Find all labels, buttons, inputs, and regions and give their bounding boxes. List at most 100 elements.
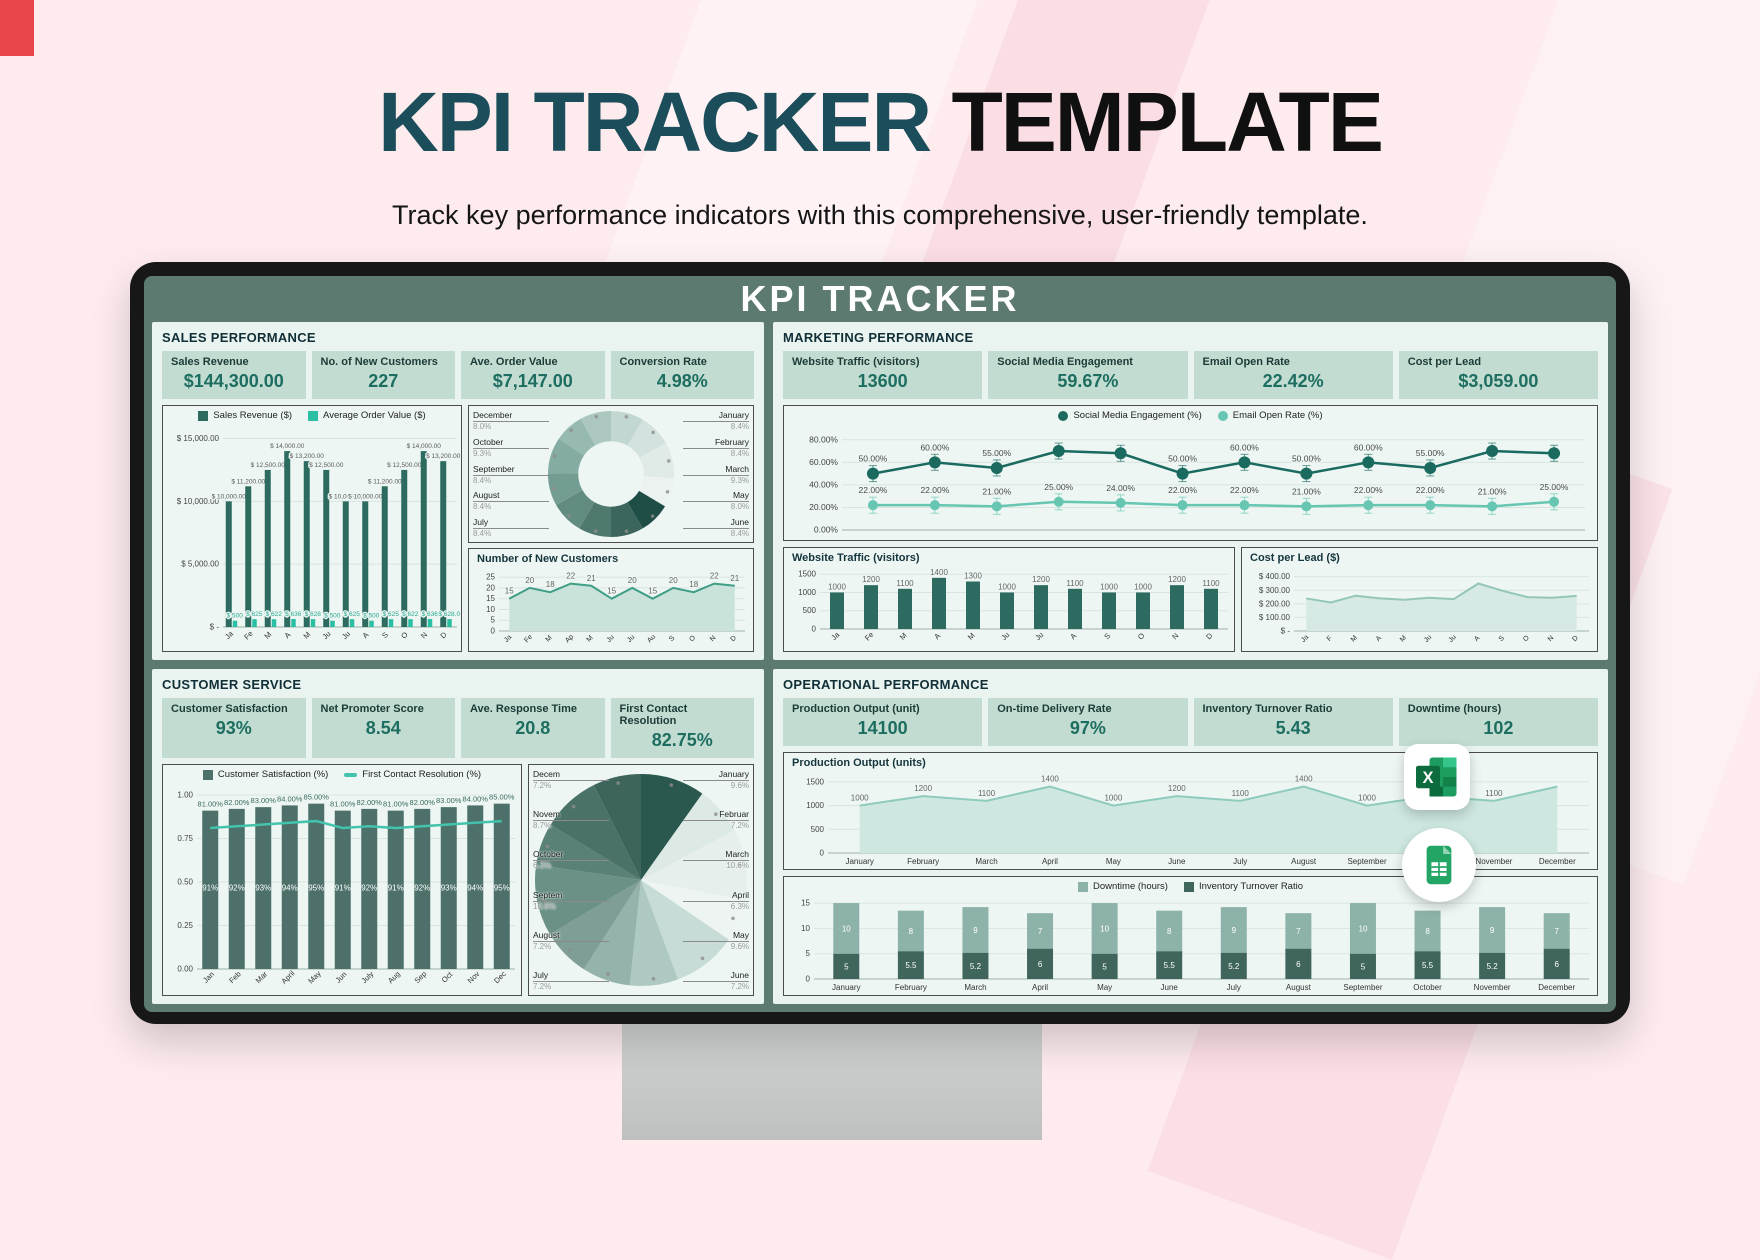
svg-text:5: 5 — [1361, 962, 1366, 971]
dashboard-screen: KPI TRACKER SALES PERFORMANCE Sales Reve… — [144, 276, 1616, 1012]
kpi-value: $3,059.00 — [1458, 371, 1539, 391]
website-traffic-bar-chart: Website Traffic (visitors) 0 500 1000 1500 10… — [783, 547, 1235, 652]
svg-text:1000: 1000 — [798, 588, 816, 597]
svg-text:Ju: Ju — [999, 630, 1011, 642]
kpi-value: 59.67% — [1057, 371, 1119, 391]
svg-text:25.00%: 25.00% — [1044, 482, 1073, 492]
svg-text:1000: 1000 — [828, 582, 846, 591]
svg-text:Ju: Ju — [1448, 634, 1458, 644]
operational-performance-panel: OPERATIONAL PERFORMANCE Production Outpu… — [773, 669, 1608, 1004]
svg-text:82.00%: 82.00% — [410, 798, 436, 807]
svg-text:15: 15 — [648, 587, 657, 596]
kpi-label: Ave. Order Value — [470, 356, 558, 368]
svg-text:1300: 1300 — [964, 572, 982, 581]
kpi-card-inventory-turnover: Inventory Turnover Ratio 5.43 — [1193, 698, 1393, 746]
svg-text:August: August — [1286, 983, 1312, 992]
svg-text:5: 5 — [1102, 962, 1107, 971]
svg-text:$ 11,200.00: $ 11,200.00 — [368, 478, 402, 485]
kpi-value: $7,147.00 — [492, 371, 573, 391]
svg-text:O: O — [1136, 631, 1147, 642]
svg-text:$ 625: $ 625 — [344, 611, 361, 618]
svg-text:24.00%: 24.00% — [1106, 483, 1135, 493]
svg-text:S: S — [1498, 635, 1506, 643]
svg-text:1000: 1000 — [851, 794, 869, 803]
svg-text:N: N — [1170, 631, 1180, 641]
kpi-value: 97% — [1069, 718, 1106, 738]
svg-text:50.00%: 50.00% — [859, 454, 888, 464]
svg-text:22.00%: 22.00% — [1416, 485, 1445, 495]
svg-text:April: April — [1032, 983, 1048, 992]
kpi-label: Downtime (hours) — [1407, 703, 1502, 715]
google-sheets-icon[interactable] — [1402, 828, 1476, 902]
svg-text:83.00%: 83.00% — [436, 796, 462, 805]
svg-text:N: N — [709, 635, 718, 644]
kpi-card-avg-order-value: Ave. Order Value $7,147.00 — [461, 351, 605, 399]
svg-text:0: 0 — [812, 625, 817, 634]
svg-text:22: 22 — [566, 572, 575, 581]
kpi-value: $144,300.00 — [183, 371, 284, 391]
production-output-area-chart: Production Output (units) 0 500 1000 1500 100… — [783, 752, 1598, 870]
svg-text:1000: 1000 — [1134, 582, 1152, 591]
svg-text:O: O — [399, 630, 410, 641]
svg-text:60.00%: 60.00% — [809, 457, 838, 467]
kpi-label: Email Open Rate — [1202, 356, 1290, 368]
svg-text:$ 400.00: $ 400.00 — [1259, 572, 1291, 581]
svg-text:5: 5 — [844, 962, 849, 971]
svg-text:20: 20 — [525, 576, 534, 585]
page-title-secondary: TEMPLATE — [951, 75, 1383, 169]
svg-text:Fe: Fe — [863, 630, 876, 643]
svg-text:$ 500: $ 500 — [363, 613, 380, 620]
svg-text:Ju: Ju — [606, 634, 616, 644]
svg-text:X: X — [1422, 769, 1433, 787]
new-customers-area-chart: Number of New Customers 0 5 10 15 20 25 15 Ja 20 F… — [468, 548, 754, 652]
kpi-label: Production Output (unit) — [792, 703, 920, 715]
svg-text:$ -: $ - — [1281, 627, 1291, 636]
svg-text:1100: 1100 — [978, 789, 996, 798]
svg-text:91%: 91% — [335, 884, 351, 893]
svg-text:5.2: 5.2 — [970, 962, 982, 971]
svg-text:O: O — [1522, 634, 1531, 643]
svg-text:M: M — [966, 631, 977, 642]
svg-text:50.00%: 50.00% — [1168, 454, 1197, 464]
svg-text:92%: 92% — [414, 884, 430, 893]
svg-text:$ 12,500.00: $ 12,500.00 — [309, 462, 344, 469]
svg-text:$ 500: $ 500 — [324, 613, 341, 620]
svg-text:December: December — [1539, 857, 1576, 866]
svg-text:June: June — [1168, 857, 1186, 866]
dashboard-header: KPI TRACKER — [144, 276, 1616, 322]
svg-text:December: December — [1538, 983, 1575, 992]
sheets-logo-glyph — [1426, 845, 1452, 885]
svg-text:Jun: Jun — [334, 970, 349, 985]
svg-text:M: M — [1350, 634, 1359, 643]
svg-text:Ju: Ju — [626, 634, 636, 644]
svg-text:Ja: Ja — [223, 629, 236, 642]
svg-text:18: 18 — [689, 580, 698, 589]
svg-text:22.00%: 22.00% — [1168, 485, 1197, 495]
svg-text:20: 20 — [628, 576, 637, 585]
kpi-value: 93% — [215, 718, 252, 738]
svg-text:5.5: 5.5 — [1422, 961, 1434, 970]
svg-text:9: 9 — [1490, 926, 1495, 935]
svg-text:February: February — [907, 857, 939, 866]
svg-text:5.5: 5.5 — [905, 961, 917, 970]
svg-text:1500: 1500 — [798, 570, 816, 579]
svg-text:5: 5 — [491, 616, 496, 625]
dashboard-header-title: KPI TRACKER — [740, 278, 1020, 319]
kpi-card-customer-satisfaction: Customer Satisfaction 93% — [162, 698, 306, 758]
dashboard-grid: SALES PERFORMANCE Sales Revenue $144,300… — [144, 322, 1616, 1012]
svg-text:6: 6 — [1038, 960, 1043, 969]
svg-text:93%: 93% — [441, 884, 457, 893]
svg-text:82.00%: 82.00% — [224, 798, 250, 807]
svg-text:10: 10 — [842, 924, 851, 933]
sales-performance-panel: SALES PERFORMANCE Sales Revenue $144,300… — [152, 322, 764, 660]
svg-text:$ 628: $ 628 — [305, 611, 322, 618]
svg-text:60.00%: 60.00% — [1354, 442, 1383, 452]
svg-text:$ 300.00: $ 300.00 — [1259, 586, 1291, 595]
svg-text:1400: 1400 — [1295, 775, 1313, 784]
svg-text:9: 9 — [973, 926, 978, 935]
svg-text:1200: 1200 — [1168, 784, 1186, 793]
svg-text:M: M — [1399, 634, 1408, 643]
svg-text:D: D — [1571, 635, 1580, 644]
excel-icon[interactable]: X — [1404, 744, 1470, 810]
svg-text:60.00%: 60.00% — [1230, 442, 1259, 452]
